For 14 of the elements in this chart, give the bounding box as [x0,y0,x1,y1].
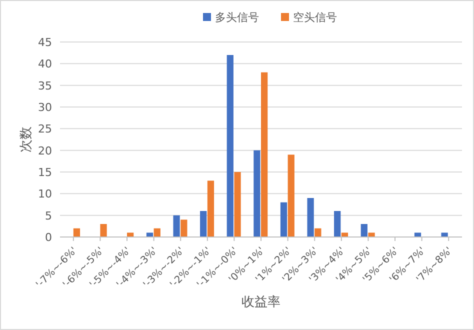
y-axis-title: 次数 [19,126,34,152]
ytick: 20 [38,144,52,158]
ytick: 45 [38,36,52,49]
ytick: 30 [38,101,52,114]
ytick: 0 [45,231,52,244]
ytick: 10 [38,188,52,201]
legend: 空头信号 [293,11,337,24]
ytick: 15 [38,166,52,179]
legend: 多头信号 [215,11,259,24]
ytick: 35 [38,79,52,92]
x-axis-title: 收益率 [242,294,280,310]
ytick: 40 [38,58,52,71]
ytick: 5 [45,209,52,222]
ytick: 25 [38,122,52,136]
